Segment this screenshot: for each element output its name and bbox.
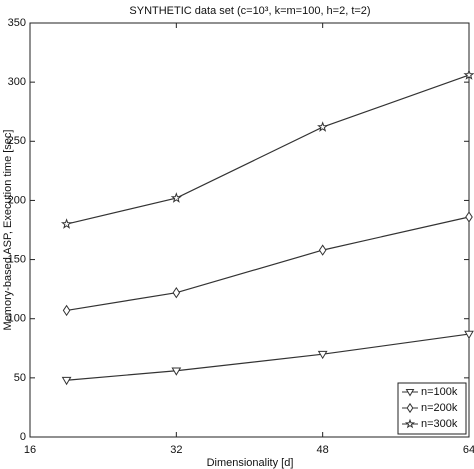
data-point: [317, 350, 328, 360]
x-tick-label: 48: [317, 444, 329, 456]
y-tick-label: 250: [8, 135, 26, 147]
y-axis-label: Memory-based ASP, Execution time [sec]: [2, 130, 14, 331]
y-tick-label: 50: [14, 372, 26, 384]
legend-marker: [404, 418, 416, 429]
data-point: [463, 69, 474, 80]
data-point: [62, 304, 71, 317]
legend-marker: [405, 389, 415, 397]
legend-marker: [406, 402, 414, 414]
series-line: [66, 333, 470, 381]
legend-label: n=100k: [421, 386, 458, 398]
data-point: [318, 244, 327, 256]
y-tick-label: 100: [8, 313, 26, 325]
y-tick-label: 0: [20, 431, 26, 443]
y-tick-label: 200: [8, 194, 26, 206]
chart-title: SYNTHETIC data set (c=10³, k=m=100, h=2,…: [129, 5, 370, 17]
plot-frame: [29, 22, 470, 438]
y-tick-label: 150: [8, 253, 26, 265]
x-tick-label: 16: [24, 444, 36, 456]
data-point: [317, 121, 329, 132]
data-point: [60, 218, 73, 229]
data-point: [171, 367, 182, 376]
series-line: [66, 216, 470, 312]
data-point: [464, 330, 474, 340]
legend-label: n=200k: [421, 402, 458, 414]
data-point: [61, 376, 72, 386]
x-tick-label: 32: [170, 444, 182, 456]
x-tick-label: 64: [463, 444, 474, 456]
data-point: [465, 211, 473, 223]
series-line: [66, 74, 470, 225]
legend-label: n=300k: [421, 418, 458, 430]
y-tick-label: 350: [8, 17, 26, 29]
data-point: [172, 286, 181, 299]
data-point: [170, 192, 182, 203]
x-axis-label: Dimensionality [d]: [207, 457, 294, 469]
y-tick-label: 300: [8, 76, 26, 88]
